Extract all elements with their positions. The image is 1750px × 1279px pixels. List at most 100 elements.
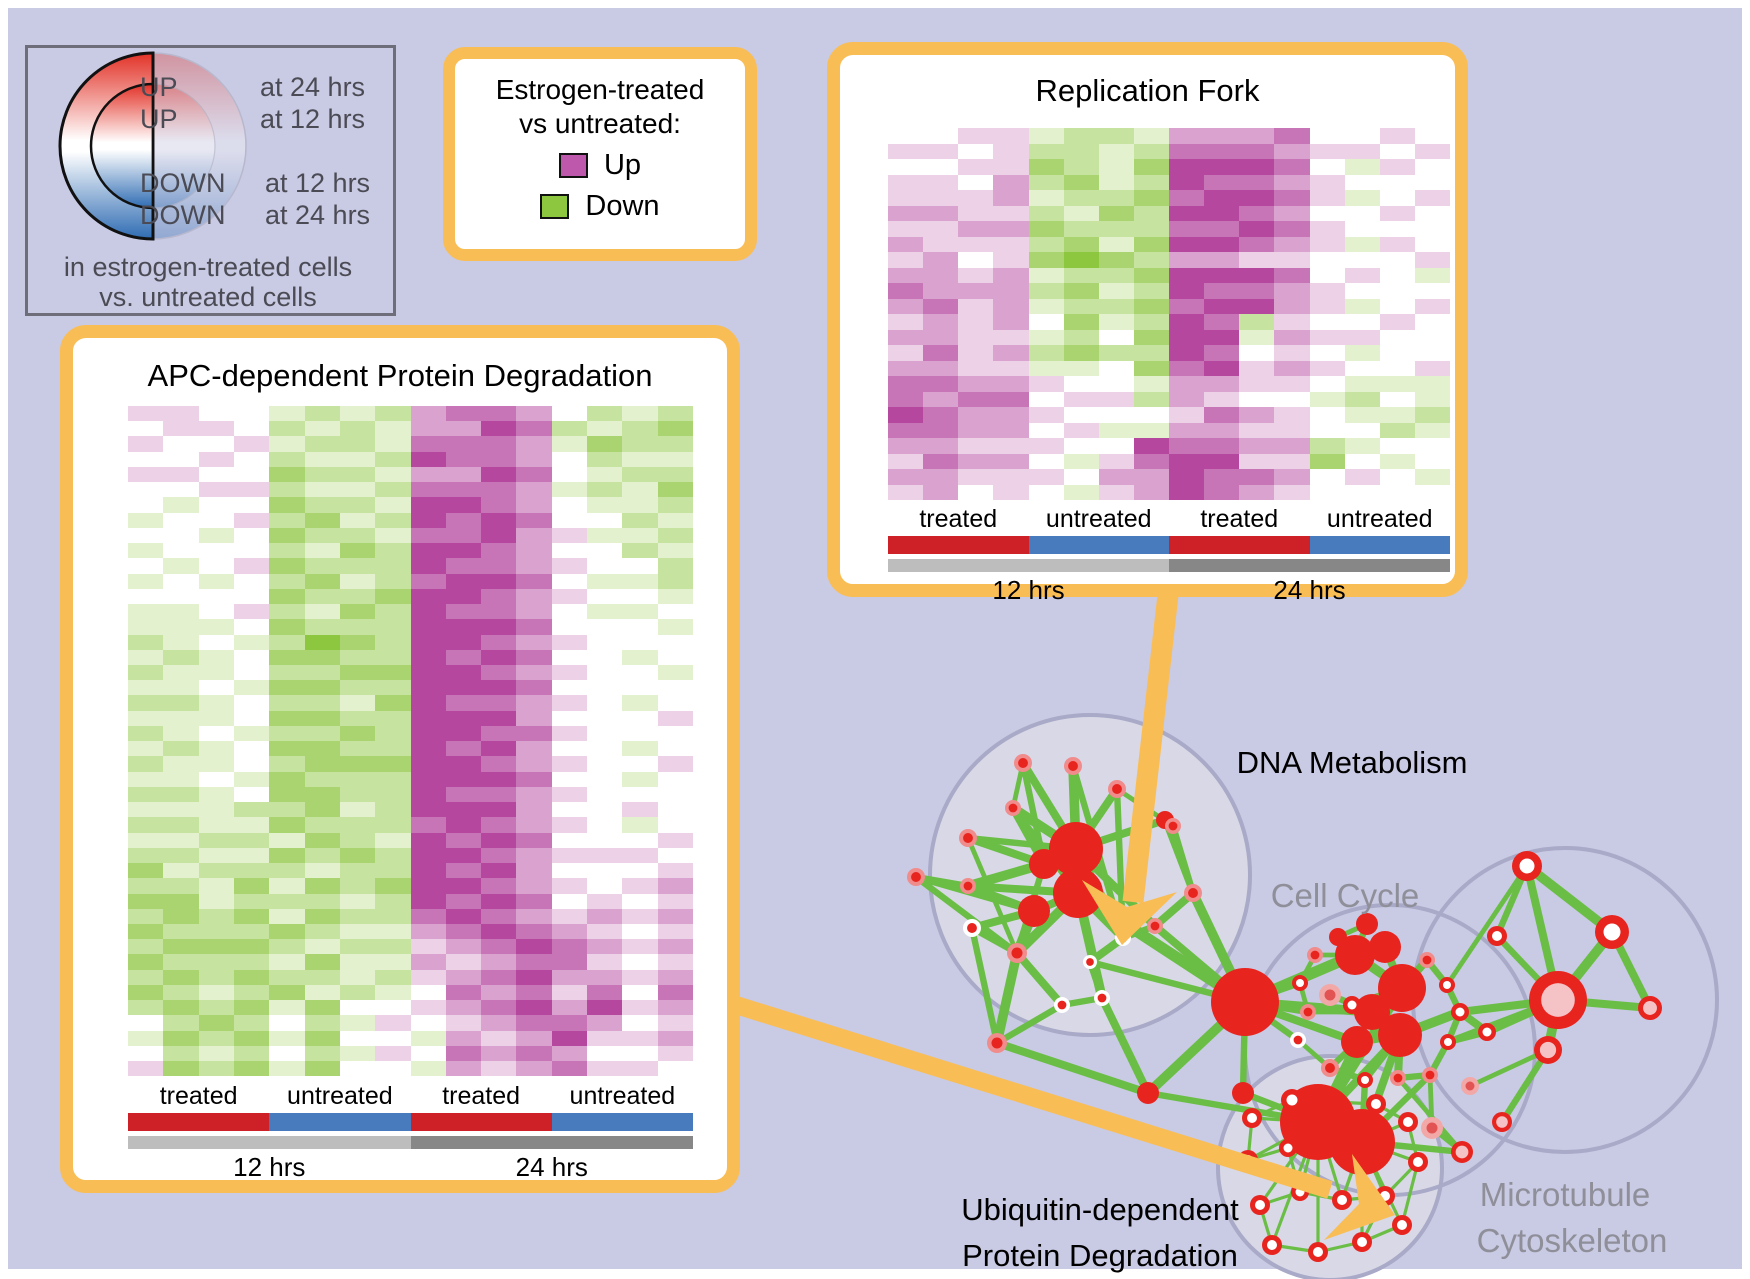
time-label-24hrs: 24 hrs: [1273, 575, 1346, 605]
heatmap-row: [128, 1000, 693, 1016]
group-label-treated-12: treated: [159, 1082, 238, 1110]
network-node-pr: [1147, 918, 1163, 934]
network-edge: [1498, 1046, 1552, 1126]
heatmap-row: [128, 406, 693, 422]
group-label-untreated-12: untreated: [1045, 505, 1152, 533]
network-node-rw: [1242, 1108, 1262, 1128]
heatmap-row: [128, 817, 693, 833]
heatmap-row: [128, 664, 693, 681]
group-label-treated-12: treated: [919, 505, 998, 533]
network-edge: [965, 835, 1020, 956]
apc-time-labels: 12 hrs 24 hrs: [128, 1152, 693, 1183]
heatmap-row: [888, 143, 1450, 159]
network-node-r: [1329, 928, 1347, 946]
network-node-r: [1335, 935, 1375, 975]
network-node-rw: [1512, 851, 1542, 881]
network-node-rw: [1292, 975, 1308, 991]
network-node-wr: [1094, 990, 1110, 1006]
network-node-pr: [1321, 1059, 1339, 1077]
network-node-rp: [1534, 1036, 1562, 1064]
microtubule-label-line1: Microtubule: [1479, 1176, 1651, 1213]
network-node-r: [1137, 1082, 1159, 1104]
ring-down-outer-label: DOWN: [140, 200, 225, 230]
network-edge: [1444, 863, 1530, 988]
ring-down-inner-time: at 12 hrs: [265, 168, 370, 198]
heatmap-row: [128, 741, 693, 757]
heatmap-row: [888, 345, 1450, 361]
heatmap-row: [128, 710, 693, 726]
up-label: Up: [603, 149, 642, 181]
network-node-rw: [1487, 926, 1507, 946]
network-node-pr: [1422, 1067, 1438, 1083]
network-node-rw: [1478, 1023, 1496, 1041]
updown-title-line2: vs untreated:: [519, 108, 681, 139]
group-label-untreated-12: untreated: [287, 1082, 393, 1110]
replication-fork-panel: Replication Fork treated untreated treat…: [827, 42, 1468, 605]
network-edge: [1169, 822, 1197, 897]
heatmap-row: [128, 893, 693, 909]
heatmap-row: [888, 407, 1450, 423]
heatmap-row: [128, 482, 693, 498]
network-node-rw: [1262, 1235, 1282, 1255]
heatmap-row: [888, 453, 1450, 469]
group-label-untreated-24: untreated: [1326, 505, 1433, 533]
heatmap-row: [888, 252, 1450, 268]
heatmap-row: [128, 527, 693, 544]
network-node-r: [1053, 868, 1103, 918]
network-node-rp: [1451, 1141, 1473, 1163]
apc-group-labels: treated untreated treated untreated: [128, 1082, 693, 1111]
time-label-12hrs: 12 hrs: [992, 575, 1065, 605]
heatmap-row: [888, 190, 1450, 206]
apc-heatmap: [128, 406, 693, 1077]
heatmap-row: [128, 878, 693, 894]
heatmap-row: [128, 466, 693, 483]
network-node-pr: [1184, 884, 1202, 902]
network-node-p: [1319, 984, 1341, 1006]
network-node-r: [1018, 895, 1050, 927]
heatmap-row: [888, 422, 1450, 438]
network-node-r: [1211, 968, 1279, 1036]
apc-time-bar: [128, 1136, 693, 1149]
heatmap-row: [128, 954, 693, 970]
replication-fork-group-labels: treated untreated treated untreated: [888, 505, 1450, 534]
ubiquitin-label-line2: Protein Degradation: [962, 1238, 1238, 1273]
heatmap-row: [128, 1061, 693, 1077]
network-node-pr: [960, 878, 976, 894]
heatmap-row: [128, 1045, 693, 1062]
heatmap-row: [128, 908, 693, 924]
network-node-pr: [1165, 818, 1181, 834]
heatmap-row: [128, 604, 693, 620]
dna-metabolism-label: DNA Metabolism: [1236, 745, 1468, 780]
network-node-pr: [959, 829, 977, 847]
network-node-rw: [1250, 1195, 1270, 1215]
network-node-pr: [907, 868, 925, 886]
microtubule-label-line2: Cytoskeleton: [1476, 1222, 1668, 1259]
heatmap-row: [128, 923, 693, 940]
network-node-p: [1461, 1077, 1479, 1095]
network-node-rw: [1281, 1089, 1303, 1111]
network-edge: [1013, 949, 1066, 1009]
cell-cycle-label: Cell Cycle: [1270, 877, 1420, 914]
heatmap-row: [888, 205, 1450, 221]
heatmap-row: [888, 314, 1450, 330]
ring-caption-line2: vs. untreated cells: [99, 282, 317, 307]
heatmap-row: [128, 786, 693, 803]
heatmap-row: [128, 802, 693, 818]
network-edge: [993, 1039, 1152, 1097]
heatmap-row: [128, 451, 693, 467]
heatmap-row: [128, 847, 693, 864]
network-node-rp: [1529, 971, 1587, 1029]
network-node-rw: [1357, 1072, 1373, 1088]
ring-down-outer-time: at 24 hrs: [265, 200, 370, 230]
up-color-swatch: [558, 153, 588, 178]
heatmap-row: [888, 329, 1450, 345]
network-edge: [1400, 1160, 1420, 1227]
heatmap-row: [128, 649, 693, 665]
replication-fork-condition-bar: [888, 536, 1450, 554]
network-node-wr: [1083, 955, 1097, 969]
heatmap-row: [128, 725, 693, 742]
heatmap-row: [128, 497, 693, 513]
heatmap-row: [888, 221, 1450, 237]
time-label-12hrs: 12 hrs: [233, 1152, 306, 1182]
